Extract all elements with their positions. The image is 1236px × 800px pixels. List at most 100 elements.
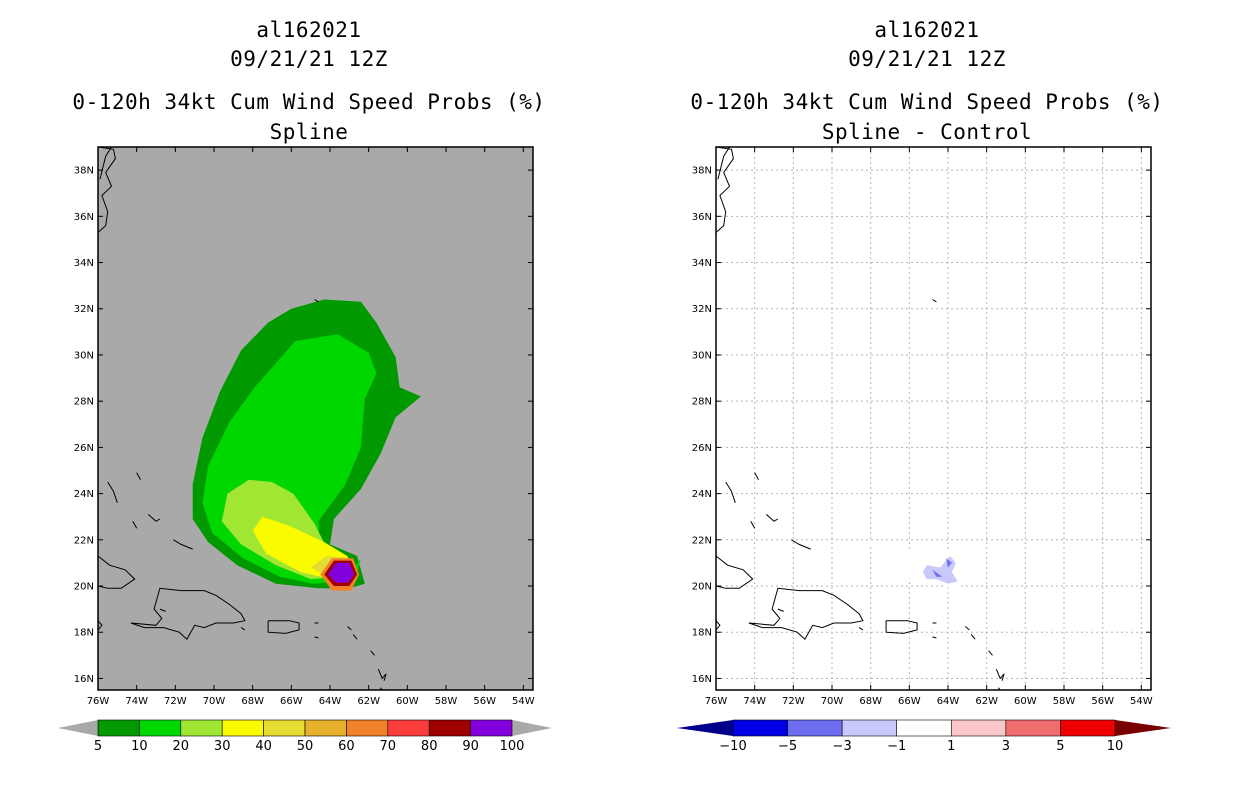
x-tick-label: 72W xyxy=(782,696,805,707)
colorbar-swatch xyxy=(180,719,223,737)
colorbar-low-extend xyxy=(58,720,98,736)
colorbar-label: 30 xyxy=(214,739,231,754)
y-tick-label: 36N xyxy=(692,212,712,223)
coastline xyxy=(988,650,993,656)
coastline xyxy=(377,669,387,681)
plot-background xyxy=(716,147,1151,690)
colorbar-swatch xyxy=(139,719,182,737)
coastline xyxy=(858,627,864,631)
coastline xyxy=(754,472,759,480)
x-tick-label: 62W xyxy=(975,696,998,707)
coastline xyxy=(99,146,112,180)
colorbar-label: 10 xyxy=(1107,739,1124,754)
colorbar-swatch xyxy=(841,719,898,737)
y-tick-label: 34N xyxy=(74,258,94,269)
colorbar-label: 5 xyxy=(1056,739,1064,754)
coastline xyxy=(995,669,1005,681)
x-tick-label: 70W xyxy=(821,696,844,707)
coastlines xyxy=(97,146,387,691)
y-tick-label: 26N xyxy=(692,443,712,454)
colorbar-label: −3 xyxy=(833,739,852,754)
coastline xyxy=(370,650,375,656)
coastline xyxy=(97,146,116,233)
y-tick-label: 34N xyxy=(692,258,712,269)
coastline xyxy=(791,539,811,550)
colorbar-label: −5 xyxy=(778,739,797,754)
colorbar-swatch xyxy=(263,719,306,737)
y-tick-label: 16N xyxy=(74,674,94,685)
y-tick-label: 18N xyxy=(692,628,712,639)
x-tick-label: 74W xyxy=(743,696,766,707)
coastline xyxy=(725,481,736,503)
coastline xyxy=(750,521,756,529)
coastline xyxy=(970,634,976,640)
coastline xyxy=(240,627,246,631)
colorbar-label: 10 xyxy=(131,739,148,754)
colorbar-label: 100 xyxy=(500,739,525,754)
x-tick-label: 64W xyxy=(937,696,960,707)
y-tick-label: 38N xyxy=(74,166,94,177)
x-tick-label: 66W xyxy=(280,696,303,707)
coastline xyxy=(777,608,784,612)
y-tick-label: 36N xyxy=(74,212,94,223)
colorbar-label: 60 xyxy=(338,739,355,754)
y-tick-label: 20N xyxy=(74,582,94,593)
x-tick-label: 68W xyxy=(859,696,882,707)
x-tick-label: 54W xyxy=(512,696,535,707)
colorbar-swatch xyxy=(387,719,430,737)
coastline xyxy=(715,555,754,589)
x-tick-label: 60W xyxy=(396,696,419,707)
coastline xyxy=(130,587,246,640)
coastline xyxy=(765,514,779,522)
coastline xyxy=(267,620,300,634)
coastline xyxy=(97,555,136,589)
colorbar-swatch xyxy=(787,719,843,737)
x-tick-label: 76W xyxy=(87,696,110,707)
colorbar-swatch xyxy=(346,719,389,737)
contour-level--5 xyxy=(932,569,943,577)
colorbar-label: 70 xyxy=(380,739,397,754)
y-tick-label: 22N xyxy=(74,535,94,546)
colorbar-label: 80 xyxy=(421,739,438,754)
colorbar-label: 20 xyxy=(173,739,190,754)
coastline xyxy=(932,299,937,303)
colorbar-label: 90 xyxy=(462,739,479,754)
coastline xyxy=(314,636,319,639)
colorbar-label: 40 xyxy=(255,739,272,754)
forecast-date: 09/21/21 12Z xyxy=(848,47,1006,71)
colorbar-swatch xyxy=(428,719,471,737)
x-tick-label: 70W xyxy=(203,696,226,707)
colorbar: 5 10 20 30 40 50 60 70 80 90 100 xyxy=(58,719,552,754)
colorbar-swatch xyxy=(221,719,264,737)
contour-level--1 xyxy=(868,539,875,545)
coastline xyxy=(885,620,918,634)
coastline xyxy=(107,481,118,503)
y-tick-label: 28N xyxy=(692,397,712,408)
x-tick-label: 54W xyxy=(1130,696,1153,707)
coastline xyxy=(932,636,937,639)
coastline xyxy=(347,626,352,631)
y-tick-label: 30N xyxy=(692,350,712,361)
colorbar-label: 5 xyxy=(94,739,102,754)
y-tick-label: 28N xyxy=(74,397,94,408)
contour-level-100 xyxy=(328,562,355,583)
coastline xyxy=(717,146,730,180)
panel-difference: al162021 09/21/21 12Z 0-120h 34kt Cum Wi… xyxy=(618,0,1236,800)
y-tick-label: 38N xyxy=(692,166,712,177)
colorbar-label: 1 xyxy=(947,739,955,754)
colorbar: −10 −5 −3 −1 1 3 5 10 xyxy=(677,719,1171,754)
x-tick-label: 58W xyxy=(1053,696,1076,707)
coastline xyxy=(715,620,721,631)
x-tick-label: 68W xyxy=(241,696,264,707)
x-tick-label: 56W xyxy=(473,696,496,707)
x-tick-label: 64W xyxy=(319,696,342,707)
map-chart-spline: 76W 74W 72W 70W 68W 66W 64W 62W 60W 58W 56W 54W 16N 1… xyxy=(58,146,552,754)
coastlines xyxy=(715,146,1005,691)
coastline xyxy=(97,620,103,631)
colorbar-swatch xyxy=(1005,719,1061,737)
coastline xyxy=(147,514,161,522)
colorbar-label: −1 xyxy=(887,739,906,754)
colorbar-swatch xyxy=(732,719,788,737)
colorbar-swatch xyxy=(950,719,1007,737)
colorbar-swatch xyxy=(97,719,140,737)
